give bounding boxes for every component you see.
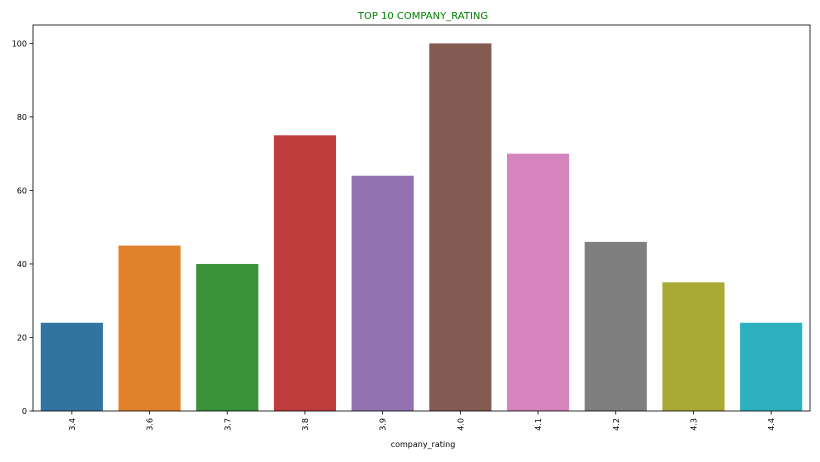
bar-3-9 — [351, 175, 414, 411]
y-tick-label: 20 — [17, 333, 27, 342]
bar-3-8 — [273, 135, 337, 412]
bar-4-0 — [429, 43, 492, 411]
x-tick-label: 4.4 — [767, 418, 776, 431]
bar-3-6 — [118, 245, 181, 411]
bar-3-4 — [40, 322, 103, 411]
x-tick-label: 3.9 — [379, 418, 388, 431]
x-tick-label: 3.7 — [223, 418, 232, 431]
bar-4-1 — [506, 153, 570, 411]
x-tick-label: 4.1 — [534, 418, 543, 431]
x-tick-label: 3.8 — [301, 418, 310, 431]
bar-4-4 — [740, 322, 803, 411]
y-tick-label: 60 — [17, 186, 27, 195]
plot-frame — [32, 24, 811, 412]
y-tick-label: 100 — [12, 39, 27, 48]
y-tick-label: 40 — [17, 260, 27, 269]
bar-4-2 — [584, 241, 647, 411]
y-tick-label: 0 — [22, 407, 27, 416]
chart-title: TOP 10 COMPANY_RATING — [357, 11, 488, 22]
x-tick-label: 4.3 — [689, 418, 698, 431]
x-tick-label: 3.4 — [68, 418, 77, 431]
bar-4-3 — [662, 282, 725, 411]
bars-group — [40, 43, 803, 412]
y-tick-label: 80 — [17, 113, 27, 122]
x-axis: 3.4 3.6 3.7 3.8 3.9 4.0 4.1 4.2 4.3 4.4 — [68, 411, 776, 431]
x-axis-label: company_rating — [391, 440, 456, 449]
y-axis: 0 20 40 60 80 100 — [12, 39, 33, 416]
bar-3-7 — [196, 263, 259, 411]
x-tick-label: 3.6 — [146, 418, 155, 431]
x-tick-label: 4.2 — [612, 418, 621, 431]
x-tick-label: 4.0 — [456, 418, 465, 431]
